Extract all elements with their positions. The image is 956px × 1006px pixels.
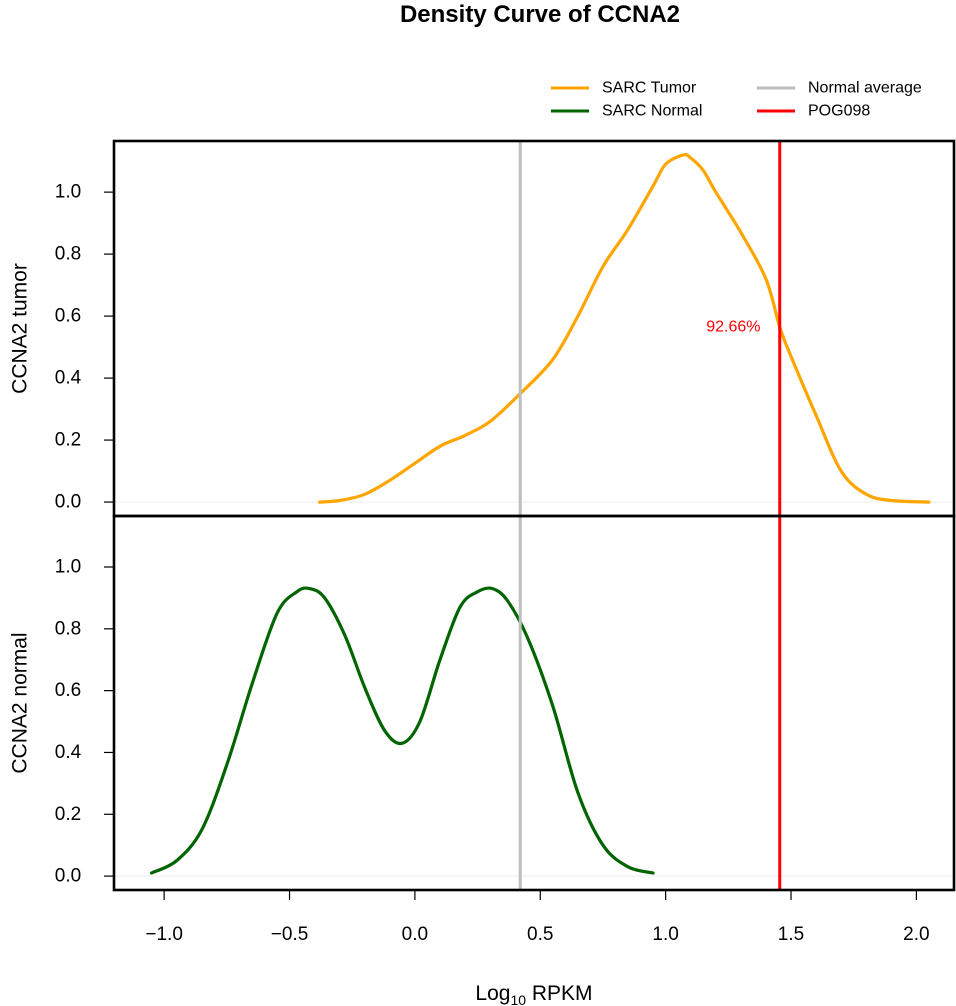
x-axis-label-main: Log bbox=[475, 982, 510, 1005]
y-tick-label-tumor: 0.6 bbox=[55, 306, 81, 327]
x-tick-label: 2.0 bbox=[903, 924, 929, 945]
y-tick-label-tumor: 0.8 bbox=[55, 244, 81, 265]
x-tick-label: 0.5 bbox=[527, 924, 553, 945]
density-curve-normal bbox=[150, 586, 655, 875]
x-tick-label: −0.5 bbox=[271, 924, 309, 945]
y-tick-label-tumor: 0.2 bbox=[55, 430, 81, 451]
chart-title: Density Curve of CCNA2 bbox=[400, 1, 680, 28]
y-tick-label-normal: 0.8 bbox=[55, 618, 81, 639]
legend-label-sample: POG098 bbox=[808, 103, 870, 120]
x-axis-label-subscript: 10 bbox=[510, 992, 526, 1006]
legend-label-normal: SARC Normal bbox=[602, 103, 702, 120]
y-axis-label-normal: CCNA2 normal bbox=[9, 632, 32, 773]
y-axis-label-tumor: CCNA2 tumor bbox=[9, 263, 32, 394]
y-tick-label-tumor: 0.4 bbox=[55, 368, 82, 389]
legend-label-tumor: SARC Tumor bbox=[602, 80, 697, 97]
y-tick-label-normal: 0.2 bbox=[55, 804, 81, 825]
density-curve-tumor bbox=[318, 153, 931, 504]
y-tick-label-tumor: 1.0 bbox=[55, 182, 81, 203]
x-tick-label: 0.0 bbox=[402, 924, 428, 945]
x-tick-label: 1.5 bbox=[778, 924, 804, 945]
legend-label-normal_average: Normal average bbox=[808, 80, 922, 97]
panel-frame-tumor bbox=[112, 139, 956, 518]
percentile-label: 92.66% bbox=[706, 318, 760, 335]
legend: SARC Tumor SARC Normal Normal average POG09… bbox=[551, 80, 922, 120]
x-axis-label: Log10 RPKM bbox=[475, 982, 592, 1006]
x-tick-label: −1.0 bbox=[145, 924, 183, 945]
y-tick-label-tumor: 0.0 bbox=[55, 492, 81, 513]
x-axis-label-rest: RPKM bbox=[526, 982, 593, 1005]
y-tick-label-normal: 0.0 bbox=[55, 866, 81, 887]
y-tick-label-normal: 0.6 bbox=[55, 680, 81, 701]
axes: 0.0 0.2 0.4 0.6 0.8 1.0 CCNA2 tumor 0.0 0.2 0.4 0.… bbox=[9, 139, 956, 945]
y-tick-label-normal: 1.0 bbox=[55, 557, 81, 578]
y-tick-label-normal: 0.4 bbox=[55, 742, 82, 763]
x-tick-label: 1.0 bbox=[652, 924, 678, 945]
panel-frame-normal bbox=[112, 514, 956, 892]
